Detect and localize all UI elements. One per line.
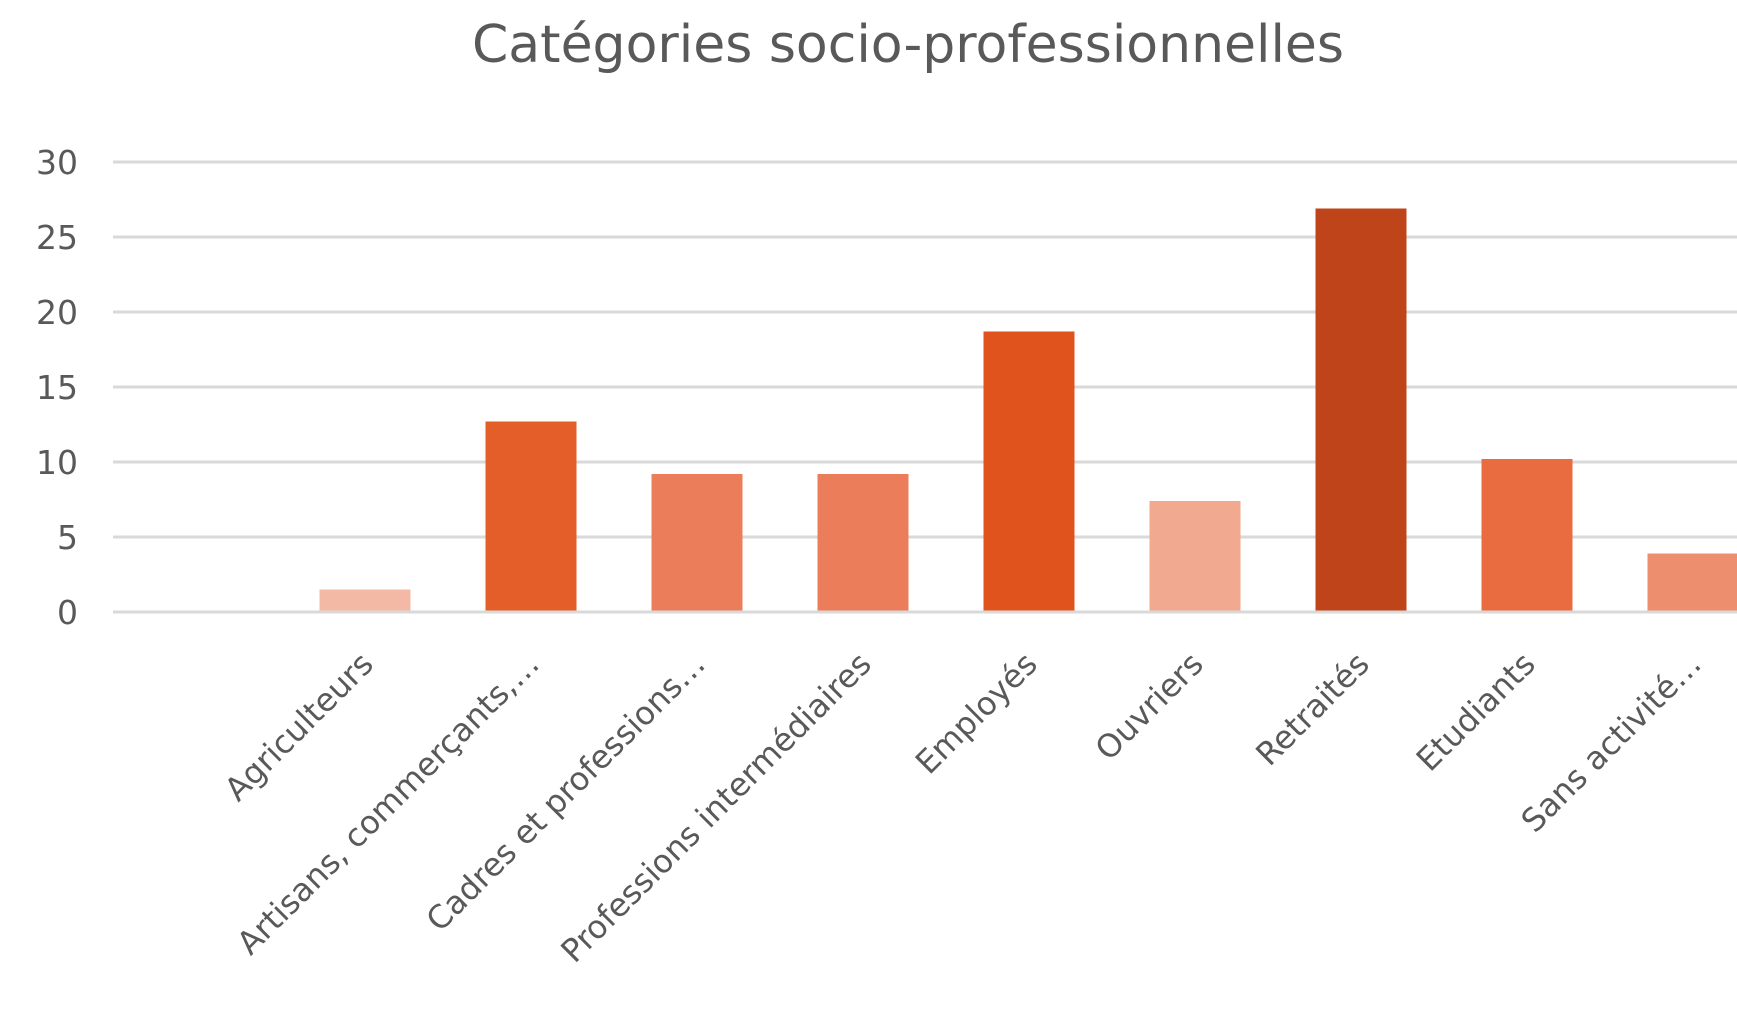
- y-tick-label: 5: [57, 518, 78, 557]
- bar: [1315, 208, 1407, 612]
- x-category-label: Artisans, commerçants,…: [229, 645, 546, 962]
- bar: [1149, 501, 1241, 612]
- bar: [485, 421, 577, 612]
- chart-title: Catégories socio-professionnelles: [472, 15, 1344, 75]
- y-tick-label: 25: [36, 218, 78, 257]
- y-tick-label: 20: [36, 293, 78, 332]
- bar: [1647, 553, 1737, 612]
- x-category-label: Agriculteurs: [217, 645, 381, 809]
- y-tick-label: 10: [36, 443, 78, 482]
- y-axis-ticks: 0 5 10 15 20 25 30: [36, 143, 78, 632]
- bar: [319, 589, 411, 612]
- bar: [817, 474, 909, 612]
- y-tick-label: 0: [57, 593, 78, 632]
- bar: [983, 331, 1075, 612]
- y-tick-label: 15: [36, 368, 78, 407]
- x-category-label: Cadres et professions…: [419, 645, 713, 939]
- x-category-label: Retraités: [1248, 645, 1376, 773]
- bars: [319, 208, 1737, 612]
- x-category-label: Etudiants: [1409, 645, 1543, 779]
- x-category-label: Employés: [908, 645, 1045, 782]
- x-category-label: Professions intermédiaires: [553, 645, 878, 970]
- x-category-label: Ouvriers: [1088, 645, 1211, 768]
- y-tick-label: 30: [36, 143, 78, 182]
- gridlines: [113, 160, 1737, 539]
- bar: [1481, 459, 1573, 612]
- x-category-label: Sans activité…: [1514, 645, 1709, 840]
- bar: [651, 474, 743, 612]
